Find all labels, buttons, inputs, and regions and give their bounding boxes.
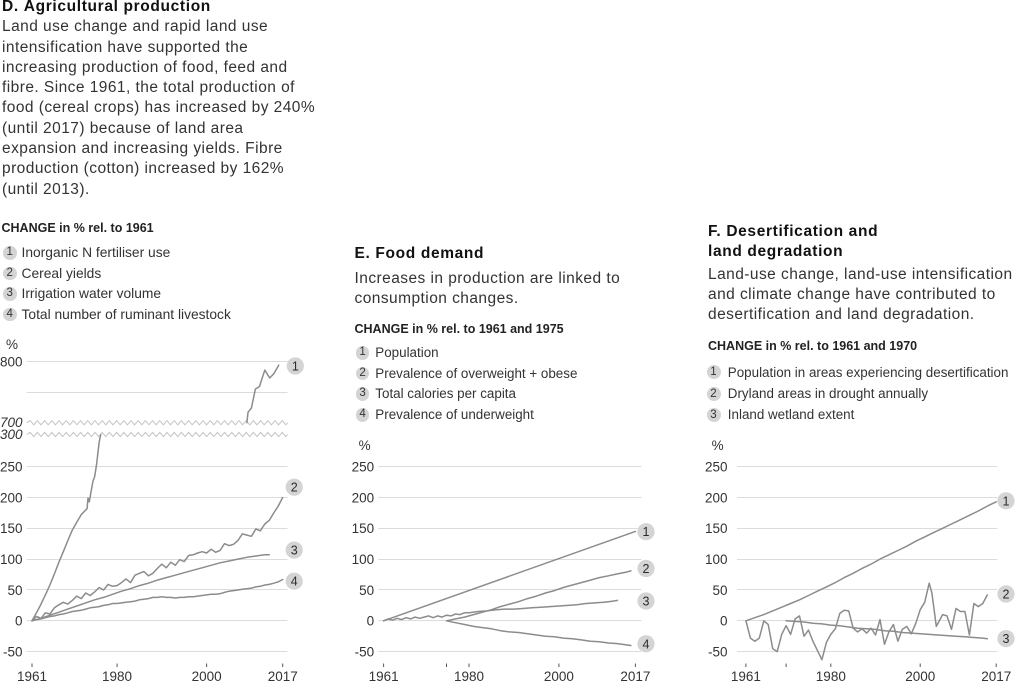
svg-text:2: 2 bbox=[291, 481, 298, 495]
svg-text:0: 0 bbox=[720, 614, 728, 629]
svg-text:-50: -50 bbox=[3, 645, 23, 660]
svg-text:1980: 1980 bbox=[102, 669, 132, 684]
svg-text:1: 1 bbox=[292, 360, 299, 374]
svg-text:1961: 1961 bbox=[369, 669, 399, 684]
svg-text:1961: 1961 bbox=[731, 669, 761, 684]
svg-text:2000: 2000 bbox=[192, 669, 222, 684]
svg-text:150: 150 bbox=[705, 521, 728, 536]
svg-text:200: 200 bbox=[705, 490, 728, 505]
svg-text:800: 800 bbox=[0, 354, 23, 369]
svg-text:2000: 2000 bbox=[905, 669, 935, 684]
svg-text:%: % bbox=[712, 438, 724, 453]
svg-text:50: 50 bbox=[7, 583, 22, 598]
svg-text:3: 3 bbox=[643, 595, 650, 609]
svg-text:%: % bbox=[6, 337, 18, 352]
svg-text:200: 200 bbox=[0, 490, 23, 505]
svg-text:300: 300 bbox=[0, 427, 23, 442]
svg-text:-50: -50 bbox=[708, 645, 728, 660]
svg-text:0: 0 bbox=[15, 614, 23, 629]
svg-text:1961: 1961 bbox=[17, 669, 47, 684]
svg-text:150: 150 bbox=[0, 521, 23, 536]
svg-text:100: 100 bbox=[0, 552, 23, 567]
svg-text:250: 250 bbox=[0, 460, 23, 475]
svg-text:2: 2 bbox=[643, 562, 650, 576]
svg-text:2017: 2017 bbox=[620, 669, 650, 684]
svg-text:4: 4 bbox=[643, 637, 650, 651]
svg-text:%: % bbox=[359, 438, 371, 453]
svg-text:250: 250 bbox=[705, 460, 728, 475]
svg-text:50: 50 bbox=[359, 583, 374, 598]
svg-text:2: 2 bbox=[1003, 588, 1010, 602]
svg-text:1: 1 bbox=[1003, 494, 1010, 508]
svg-text:3: 3 bbox=[1003, 632, 1010, 646]
svg-text:1980: 1980 bbox=[454, 669, 484, 684]
svg-text:700: 700 bbox=[0, 415, 23, 430]
svg-text:1980: 1980 bbox=[816, 669, 846, 684]
svg-text:150: 150 bbox=[352, 521, 375, 536]
svg-text:1: 1 bbox=[643, 525, 650, 539]
svg-text:50: 50 bbox=[712, 583, 727, 598]
svg-text:4: 4 bbox=[291, 575, 298, 589]
svg-text:2017: 2017 bbox=[268, 669, 298, 684]
svg-text:-50: -50 bbox=[355, 645, 375, 660]
svg-text:0: 0 bbox=[367, 614, 375, 629]
svg-text:100: 100 bbox=[352, 552, 375, 567]
svg-text:100: 100 bbox=[705, 552, 728, 567]
svg-text:3: 3 bbox=[291, 544, 298, 558]
svg-text:2000: 2000 bbox=[544, 669, 574, 684]
svg-text:200: 200 bbox=[352, 490, 375, 505]
svg-text:2017: 2017 bbox=[981, 669, 1011, 684]
svg-text:250: 250 bbox=[352, 460, 375, 475]
